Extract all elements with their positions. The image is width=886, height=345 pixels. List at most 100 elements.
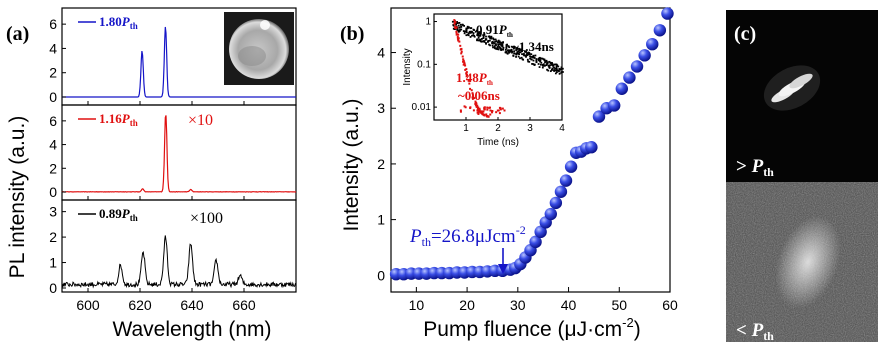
threshold-arrow (498, 248, 508, 274)
decay-point-black (500, 49, 502, 51)
decay-point-red (477, 112, 480, 115)
decay-point-black (555, 65, 558, 68)
b-xtick-label: 60 (662, 297, 678, 313)
panel-c-label: (c) (734, 23, 756, 45)
decay-point-black (456, 29, 459, 32)
decay-point-red (485, 113, 488, 116)
decay-point-black (505, 44, 508, 46)
b-xtick-label: 40 (561, 297, 577, 313)
decay-point-red (490, 110, 493, 113)
decay-point-red (495, 111, 498, 114)
decay-point-red (457, 38, 460, 41)
decay-point-red (499, 108, 502, 111)
decay-point-red (460, 50, 463, 53)
decay-point-black (456, 21, 458, 23)
decay-point-black (497, 39, 500, 42)
decay-point-black (497, 43, 500, 46)
decay-point-black (550, 63, 553, 66)
decay-point-black (523, 54, 526, 57)
decay-point-black (535, 58, 538, 61)
b-xtick-label: 10 (409, 297, 425, 313)
decay-point-red (459, 109, 462, 112)
decay-point-black (456, 22, 459, 24)
decay-point-black (477, 32, 480, 34)
decay-point-red (503, 109, 506, 112)
decay-point-black (481, 40, 484, 43)
decay-point-black (515, 55, 517, 58)
decay-point-red (478, 107, 481, 110)
decay-point-black (489, 36, 491, 39)
decay-point-black (560, 71, 563, 74)
subplot-3-frame (61, 199, 297, 293)
fluence-point (608, 99, 621, 112)
decay-point-black (501, 48, 504, 51)
decay-point-black (459, 28, 461, 31)
decay-point-red (486, 115, 489, 118)
decay-point-black (473, 29, 475, 31)
fluence-point (534, 225, 547, 239)
decay-point-black (534, 54, 537, 57)
decay-point-red (463, 62, 466, 65)
decay-point-red (465, 75, 468, 78)
decay-point-black (554, 69, 557, 72)
decay-point-black (556, 71, 558, 74)
decay-point-black (530, 58, 533, 61)
threshold-annotation: Pth=26.8μJcm-2 (409, 223, 526, 249)
decay-point-black (501, 45, 504, 48)
inset-xtick-label: 1 (463, 123, 469, 134)
decay-point-black (507, 49, 510, 52)
ann-2-sub: th (130, 118, 138, 128)
decay-point-black (474, 30, 477, 33)
decay-point-black (453, 28, 456, 31)
decay-point-black (488, 39, 491, 42)
fluence-point (661, 7, 674, 20)
decay-point-black (561, 71, 564, 73)
decay-point-red (457, 37, 460, 40)
fluence-point (646, 37, 659, 51)
decay-point-red (478, 110, 481, 113)
decay-point-red (477, 109, 480, 112)
decay-point-black (520, 50, 523, 53)
decay-point-black (490, 36, 493, 39)
decay-point-black (509, 49, 512, 52)
decay-point-black (513, 45, 516, 48)
fluence-point (653, 24, 667, 37)
decay-point-black (530, 53, 533, 56)
decay-point-black (558, 68, 561, 70)
decay-point-black (549, 70, 552, 73)
inset-ytick-label: 1 (425, 17, 431, 28)
decay-point-black (497, 48, 500, 51)
decay-point-black (500, 44, 503, 46)
decay-point-black (495, 40, 498, 43)
decay-point-black (560, 68, 562, 71)
b-xtick-label: 30 (510, 297, 526, 313)
decay-point-red (501, 107, 504, 110)
subplot-3-annotation: 0.89Pth ×100 (78, 206, 223, 227)
decay-point-black (543, 58, 546, 61)
decay-point-black (485, 35, 487, 38)
ann-3-p: P (122, 206, 131, 221)
decay-point-red (462, 58, 465, 61)
decay-point-black (537, 58, 540, 61)
decay-point-black (546, 62, 549, 65)
decay-point-black (492, 46, 494, 49)
svg-text:1.16Pth: 1.16Pth (99, 111, 138, 128)
b-ytick-label: 2 (377, 156, 385, 172)
decay-point-black (554, 63, 557, 66)
decay-point-black (538, 66, 541, 68)
decay-point-black (465, 31, 468, 34)
decay-point-black (547, 64, 550, 67)
decay-point-black (460, 28, 463, 31)
decay-point-black (539, 60, 541, 63)
decay-point-black (505, 45, 508, 48)
decay-point-red (468, 82, 471, 85)
decay-point-black (476, 38, 479, 41)
decay-point-black (557, 69, 560, 72)
decay-point-black (517, 50, 520, 53)
b-xtick-label: 20 (459, 297, 475, 313)
decay-point-red (465, 68, 468, 71)
decay-point-red (460, 52, 463, 55)
decay-point-black (515, 47, 518, 50)
decay-point-red (488, 106, 491, 109)
decay-point-black (470, 30, 473, 33)
